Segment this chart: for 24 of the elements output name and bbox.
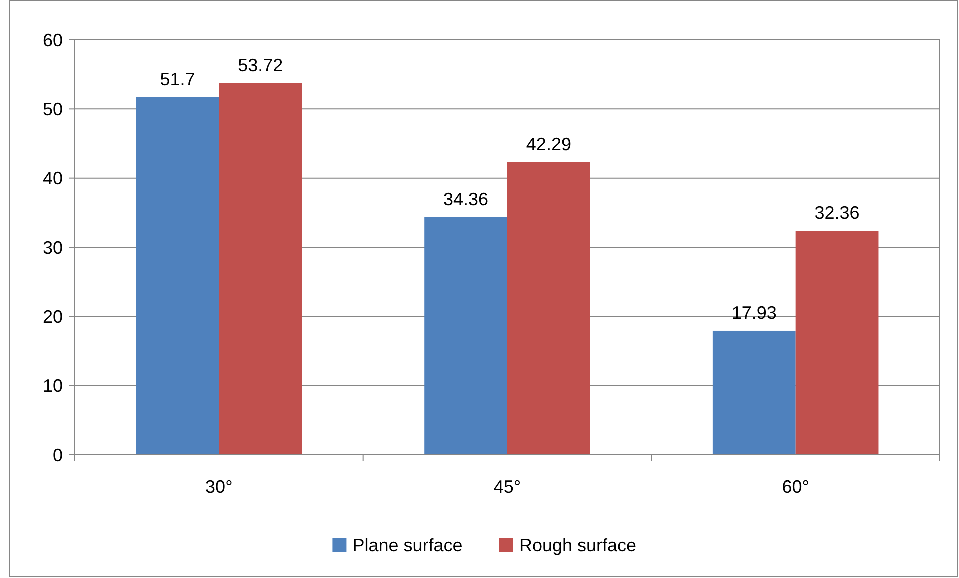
data-label: 34.36 — [444, 189, 489, 210]
y-tick-label: 10 — [42, 376, 63, 396]
legend-label: Rough surface — [520, 535, 637, 556]
bar — [424, 217, 508, 455]
bar — [712, 330, 796, 455]
legend-label: Plane surface — [352, 535, 463, 556]
bar — [136, 97, 220, 455]
data-label: 32.36 — [814, 203, 860, 224]
y-tick-label: 50 — [42, 99, 63, 120]
x-tick-label: 30° — [206, 477, 233, 497]
bar — [796, 231, 879, 455]
y-tick-label: 40 — [42, 168, 63, 189]
data-label: 17.93 — [732, 302, 777, 323]
x-tick-label: 45° — [494, 477, 522, 497]
bar — [508, 162, 590, 455]
y-tick-label: 20 — [42, 306, 63, 327]
y-tick-label: 60 — [42, 30, 63, 50]
x-tick-label: 60° — [782, 477, 810, 497]
data-label: 53.72 — [238, 55, 284, 76]
y-tick-label: 0 — [52, 445, 63, 466]
y-tick-label: 30 — [42, 238, 63, 258]
data-label: 51.7 — [160, 69, 196, 90]
bar — [219, 83, 302, 455]
data-label: 42.29 — [526, 134, 572, 154]
